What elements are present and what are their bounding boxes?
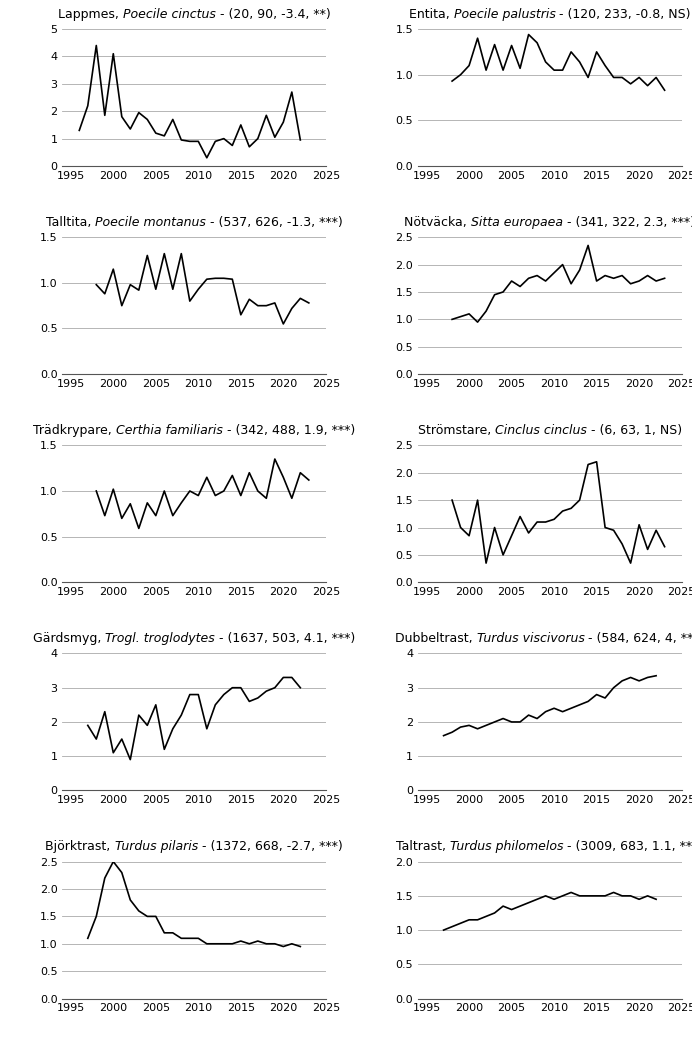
- Text: Lappmes,: Lappmes,: [58, 7, 122, 21]
- Text: - (341, 322, 2.3, ***): - (341, 322, 2.3, ***): [563, 216, 692, 229]
- Text: Sitta europaea: Sitta europaea: [471, 216, 563, 229]
- Text: Certhia familiaris: Certhia familiaris: [116, 425, 223, 437]
- Text: Turdus philomelos: Turdus philomelos: [450, 841, 563, 853]
- Text: Strömstare,: Strömstare,: [418, 425, 495, 437]
- Text: - (6, 63, 1, NS): - (6, 63, 1, NS): [587, 425, 682, 437]
- Text: Poecile cinctus: Poecile cinctus: [122, 7, 215, 21]
- Text: Björktrast,: Björktrast,: [46, 841, 115, 853]
- Text: Poecile montanus: Poecile montanus: [95, 216, 206, 229]
- Text: Entita,: Entita,: [409, 7, 453, 21]
- Text: Nötväcka,: Nötväcka,: [404, 216, 471, 229]
- Text: Trogl. troglodytes: Trogl. troglodytes: [105, 632, 215, 646]
- Text: Turdus viscivorus: Turdus viscivorus: [477, 632, 585, 646]
- Text: Talltita,: Talltita,: [46, 216, 95, 229]
- Text: Gärdsmyg,: Gärdsmyg,: [33, 632, 105, 646]
- Text: Trädkrypare,: Trädkrypare,: [33, 425, 116, 437]
- Text: Poecile palustris: Poecile palustris: [453, 7, 556, 21]
- Text: Taltrast,: Taltrast,: [396, 841, 450, 853]
- Text: Turdus pilaris: Turdus pilaris: [115, 841, 198, 853]
- Text: - (20, 90, -3.4, **): - (20, 90, -3.4, **): [215, 7, 330, 21]
- Text: - (1372, 668, -2.7, ***): - (1372, 668, -2.7, ***): [198, 841, 343, 853]
- Text: Dubbeltrast,: Dubbeltrast,: [395, 632, 477, 646]
- Text: Cinclus cinclus: Cinclus cinclus: [495, 425, 587, 437]
- Text: - (537, 626, -1.3, ***): - (537, 626, -1.3, ***): [206, 216, 343, 229]
- Text: - (120, 233, -0.8, NS): - (120, 233, -0.8, NS): [556, 7, 691, 21]
- Text: - (3009, 683, 1.1, ***): - (3009, 683, 1.1, ***): [563, 841, 692, 853]
- Text: - (342, 488, 1.9, ***): - (342, 488, 1.9, ***): [223, 425, 355, 437]
- Text: - (1637, 503, 4.1, ***): - (1637, 503, 4.1, ***): [215, 632, 355, 646]
- Text: - (584, 624, 4, ***): - (584, 624, 4, ***): [585, 632, 692, 646]
